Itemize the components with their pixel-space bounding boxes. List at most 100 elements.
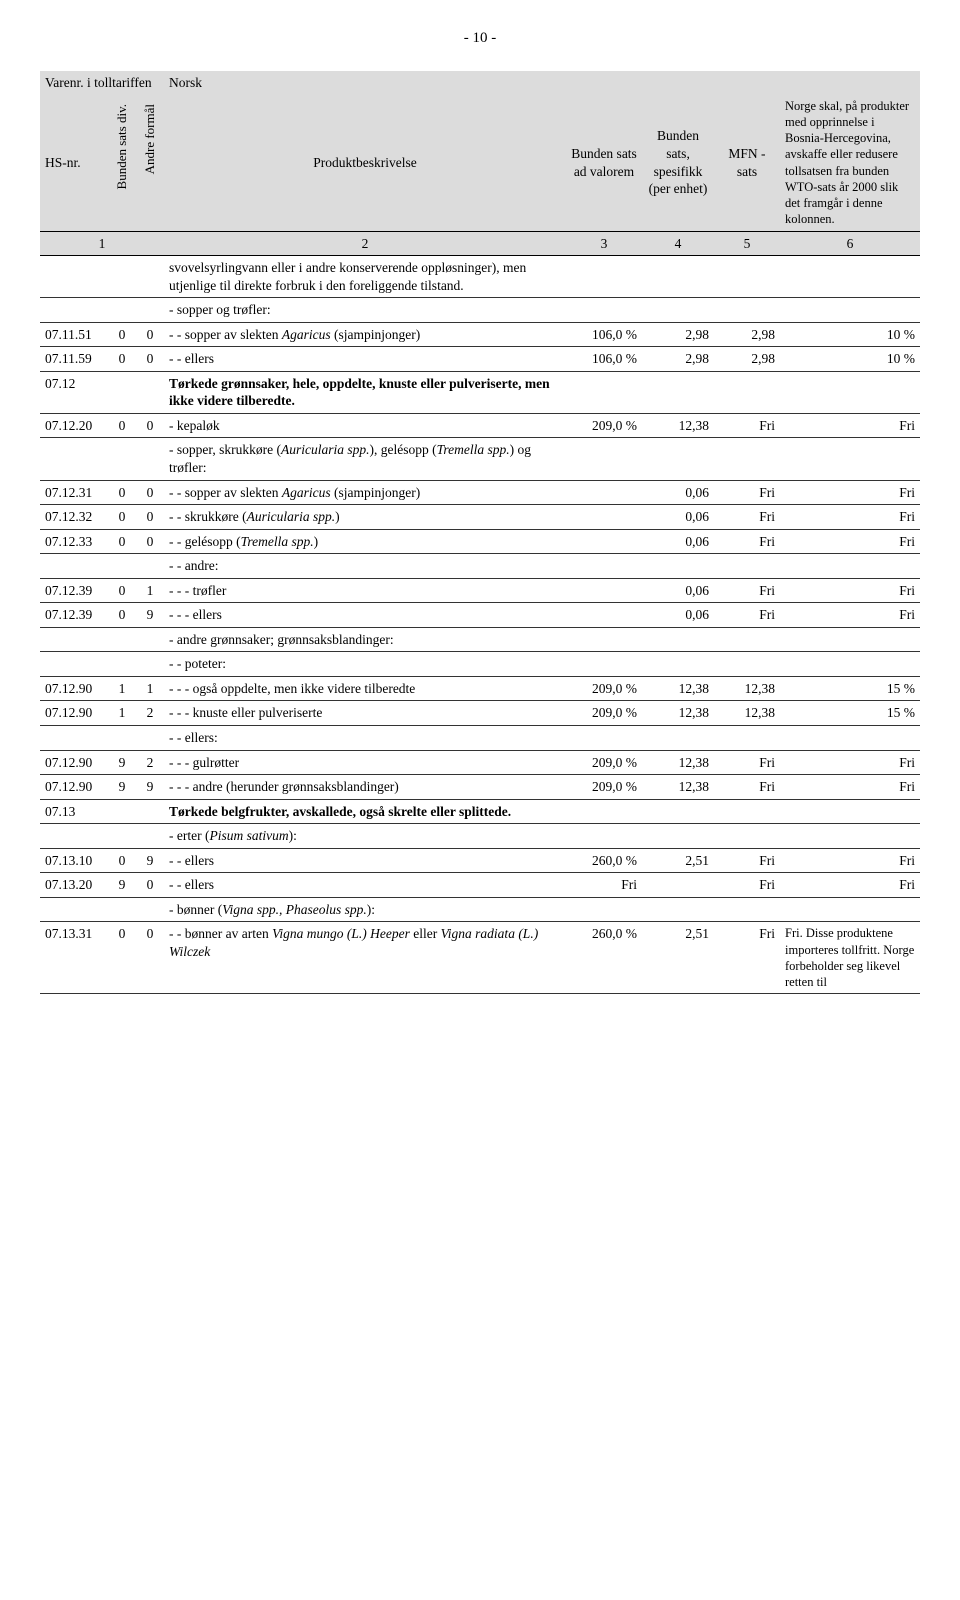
cell-a: 9: [136, 603, 164, 628]
cell-norge: Fri: [780, 873, 920, 898]
table-row: svovelsyrlingvann eller i andre konserve…: [40, 256, 920, 298]
cell-desc: - sopper og trøfler:: [164, 298, 566, 323]
colnum-6: 6: [780, 231, 920, 256]
cell-a: 0: [136, 413, 164, 438]
cell-hs: [40, 652, 108, 677]
cell-norge: [780, 438, 920, 480]
cell-mfn: Fri: [714, 848, 780, 873]
cell-desc: - - ellers:: [164, 726, 566, 751]
cell-a: 0: [136, 505, 164, 530]
cell-spes: 2,98: [642, 322, 714, 347]
cell-desc: - - bønner av arten Vigna mungo (L.) Hee…: [164, 922, 566, 994]
cell-spes: 12,38: [642, 775, 714, 800]
cell-mfn: [714, 371, 780, 413]
cell-b: 0: [108, 480, 136, 505]
cell-spes: [642, 652, 714, 677]
cell-mfn: Fri: [714, 413, 780, 438]
cell-spes: [642, 897, 714, 922]
cell-spes: [642, 627, 714, 652]
table-row: 07.11.5100- - sopper av slekten Agaricus…: [40, 322, 920, 347]
colnum-4: 4: [642, 231, 714, 256]
cell-hs: 07.12.39: [40, 578, 108, 603]
table-row: - - ellers:: [40, 726, 920, 751]
table-row: - sopper, skrukkøre (Auricularia spp.), …: [40, 438, 920, 480]
cell-hs: 07.12.31: [40, 480, 108, 505]
cell-mfn: Fri: [714, 505, 780, 530]
cell-desc: - - - gulrøtter: [164, 750, 566, 775]
cell-mfn: [714, 652, 780, 677]
cell-desc: - - ellers: [164, 848, 566, 873]
cell-norge: Fri: [780, 413, 920, 438]
cell-adval: [566, 529, 642, 554]
cell-adval: 209,0 %: [566, 413, 642, 438]
cell-desc: - - ellers: [164, 347, 566, 372]
cell-spes: [642, 438, 714, 480]
cell-norge: Fri: [780, 480, 920, 505]
cell-b: 0: [108, 322, 136, 347]
cell-adval: 260,0 %: [566, 848, 642, 873]
page-number: - 10 -: [40, 30, 920, 47]
colnum-1: 1: [40, 231, 164, 256]
table-row: 07.13.3100- - bønner av arten Vigna mung…: [40, 922, 920, 994]
cell-b: 9: [108, 873, 136, 898]
cell-a: 0: [136, 529, 164, 554]
cell-b: 0: [108, 413, 136, 438]
table-row: 07.12.3300- - gelésopp (Tremella spp.)0,…: [40, 529, 920, 554]
cell-b: [108, 824, 136, 849]
cell-a: 9: [136, 848, 164, 873]
table-row: 07.12.3200- - skrukkøre (Auricularia spp…: [40, 505, 920, 530]
cell-desc: - - sopper av slekten Agaricus (sjampinj…: [164, 322, 566, 347]
cell-spes: [642, 554, 714, 579]
cell-desc: - - andre:: [164, 554, 566, 579]
cell-norge: 15 %: [780, 676, 920, 701]
cell-adval: [566, 627, 642, 652]
cell-norge: Fri: [780, 578, 920, 603]
header-hs: HS-nr.: [40, 95, 108, 232]
cell-norge: 10 %: [780, 347, 920, 372]
cell-desc: - - skrukkøre (Auricularia spp.): [164, 505, 566, 530]
cell-desc: - - ellers: [164, 873, 566, 898]
cell-norge: Fri: [780, 603, 920, 628]
cell-norge: [780, 298, 920, 323]
cell-norge: Fri: [780, 848, 920, 873]
table-row: - andre grønnsaker; grønnsaksblandinger:: [40, 627, 920, 652]
cell-a: 0: [136, 480, 164, 505]
cell-a: 0: [136, 922, 164, 994]
cell-desc: - - - andre (herunder grønnsaksblandinge…: [164, 775, 566, 800]
cell-a: [136, 897, 164, 922]
cell-b: [108, 799, 136, 824]
cell-a: [136, 627, 164, 652]
cell-mfn: [714, 824, 780, 849]
cell-hs: [40, 897, 108, 922]
cell-a: [136, 824, 164, 849]
cell-desc: - - - også oppdelte, men ikke videre til…: [164, 676, 566, 701]
header-spesifikk: Bunden sats, spesifikk (per enhet): [642, 95, 714, 232]
cell-desc: - - gelésopp (Tremella spp.): [164, 529, 566, 554]
table-row: 07.13.1009- - ellers260,0 %2,51FriFri: [40, 848, 920, 873]
cell-a: [136, 371, 164, 413]
cell-desc: - - - ellers: [164, 603, 566, 628]
header-norsk: Norsk: [164, 71, 566, 95]
cell-hs: 07.13.20: [40, 873, 108, 898]
cell-desc: Tørkede grønnsaker, hele, oppdelte, knus…: [164, 371, 566, 413]
header-varenr: Varenr. i tolltariffen: [40, 71, 164, 95]
table-row: 07.12.3901- - - trøfler0,06FriFri: [40, 578, 920, 603]
cell-spes: 0,06: [642, 505, 714, 530]
cell-mfn: 12,38: [714, 701, 780, 726]
cell-desc: svovelsyrlingvann eller i andre konserve…: [164, 256, 566, 298]
cell-spes: [642, 371, 714, 413]
cell-adval: [566, 298, 642, 323]
cell-b: 9: [108, 775, 136, 800]
cell-spes: 12,38: [642, 413, 714, 438]
table-row: 07.12 Tørkede grønnsaker, hele, oppdelte,…: [40, 371, 920, 413]
cell-norge: [780, 799, 920, 824]
cell-hs: 07.12: [40, 371, 108, 413]
cell-adval: 209,0 %: [566, 750, 642, 775]
cell-desc: - erter (Pisum sativum):: [164, 824, 566, 849]
cell-hs: 07.13: [40, 799, 108, 824]
cell-mfn: 2,98: [714, 347, 780, 372]
cell-hs: [40, 554, 108, 579]
cell-spes: 0,06: [642, 480, 714, 505]
header-andre-formal: Andre formål: [136, 95, 164, 232]
table-row: 07.12.3100- - sopper av slekten Agaricus…: [40, 480, 920, 505]
